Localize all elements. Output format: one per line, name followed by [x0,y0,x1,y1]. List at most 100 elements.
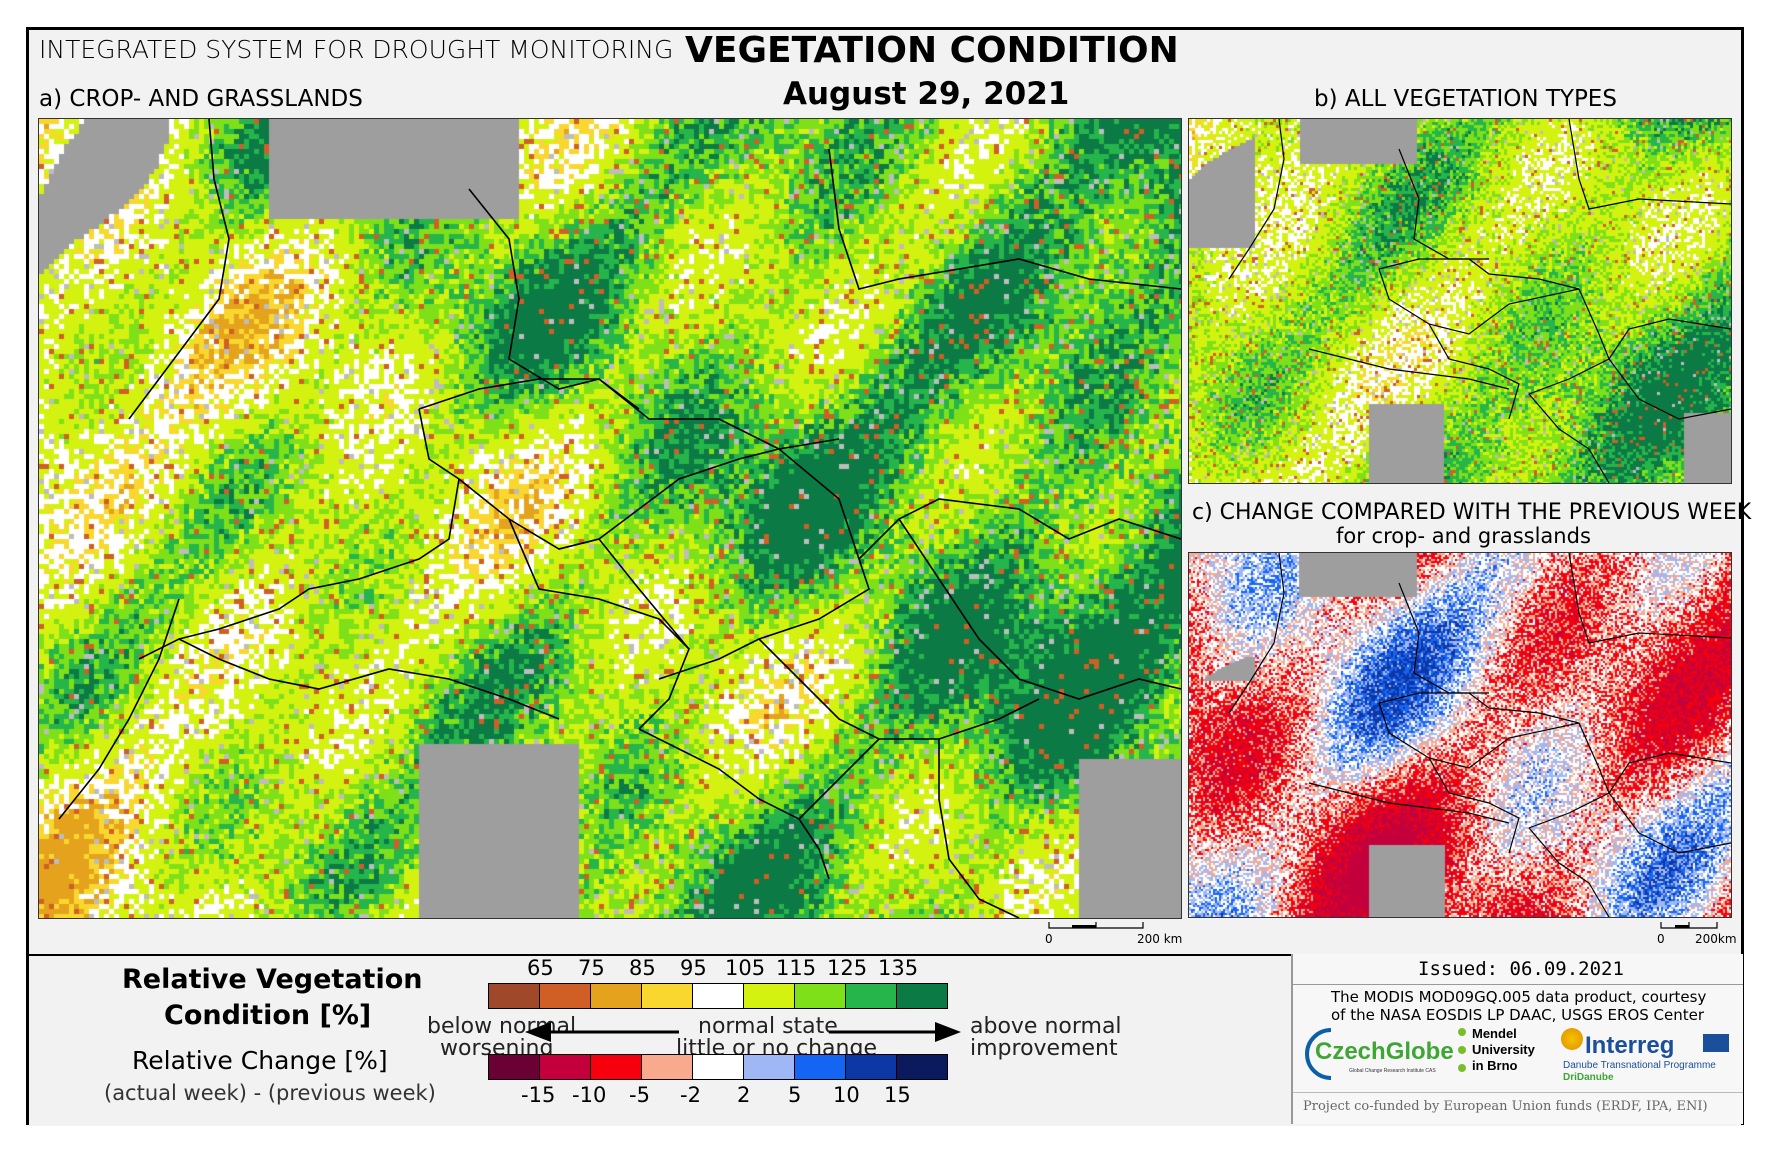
border-line [1528,827,1610,917]
border-line [1378,702,1580,769]
border-line [1608,792,1731,854]
scalebar-a: 0 200 km [1045,920,1182,950]
condition-swatch [896,983,948,1009]
czechglobe-logo: CzechGlobe Global Change Research Instit… [1301,1026,1454,1082]
change-tick-label: 10 [833,1083,860,1107]
change-swatch [794,1054,846,1080]
map-all-vegetation [1188,118,1732,484]
condition-swatch [590,983,642,1009]
border-line [1378,268,1580,335]
scalebar-a-distance: 200 km [1137,932,1183,946]
condition-swatch [743,983,795,1009]
legend-change-title: Relative Change [%] [132,1046,388,1075]
legend-condition-title-1: Relative Vegetation [122,964,423,995]
condition-swatch [539,983,591,1009]
interreg-name: Interreg [1585,1032,1675,1059]
border-line [858,498,1181,560]
eu-flag-icon [1703,1034,1729,1052]
condition-swatch [794,983,846,1009]
change-swatch [692,1054,744,1080]
mendel-logo: Mendel University in Brno [1458,1026,1553,1082]
change-swatch [743,1054,795,1080]
change-tick-label: 5 [788,1083,802,1107]
border-line [58,598,180,820]
condition-tick-label: 135 [878,956,919,980]
border-line [1308,348,1510,390]
condition-raster-a [39,119,1181,918]
condition-tick-label: 115 [776,956,817,980]
border-line [1228,119,1285,280]
scalebar-a-zero: 0 [1045,932,1053,946]
border-line [1608,752,1731,794]
country-borders-a [58,119,1181,918]
scalebar-c: 0 200km [1657,920,1737,950]
condition-tick-label: 75 [578,956,605,980]
legend-mid-top: normal state [698,1014,838,1039]
legend-left-top: below normal [427,1014,577,1039]
border-line [938,739,1020,918]
country-borders-b [1228,119,1731,483]
border-line [508,518,690,730]
border-line [1308,782,1510,824]
condition-tick-label: 85 [629,956,656,980]
change-tick-label: -2 [680,1083,701,1107]
map-crop-grasslands [38,118,1182,919]
system-title: INTEGRATED SYSTEM FOR DROUGHT MONITORING [39,35,674,64]
condition-tick-label: 65 [527,956,554,980]
map-weekly-change [1188,552,1732,918]
condition-tick-label: 105 [725,956,766,980]
mendel-line-3: in Brno [1472,1058,1518,1073]
condition-swatch [692,983,744,1009]
legend-change-formula: (actual week) - (previous week) [104,1081,436,1105]
border-line [1228,553,1285,714]
border-line [898,518,1181,700]
border-line [658,448,870,680]
right-arrow-icon [829,1022,961,1042]
change-swatch [539,1054,591,1080]
border-line [1568,553,1731,644]
change-swatch [641,1054,693,1080]
border-line [828,148,1181,290]
interreg-logo: Interreg Danube Transnational Programme … [1561,1028,1741,1088]
border-line [1528,288,1610,395]
panel-c-sublabel: for crop- and grasslands [1336,524,1591,548]
change-tick-label: -15 [521,1083,556,1107]
border-line [1378,258,1580,290]
left-arrow-icon [525,1022,679,1042]
border-line [1428,323,1520,420]
border-line [1528,722,1610,829]
border-line [418,408,780,550]
border-line [1378,692,1580,724]
funding-note: Project co-funded by European Union fund… [1303,1099,1708,1114]
border-line [1398,582,1489,694]
border-line [1428,757,1520,854]
change-tick-label: -10 [572,1083,607,1107]
country-borders-c [1228,553,1731,917]
interreg-sub-2: DriDanube [1563,1072,1614,1083]
source-line-2: of the NASA EOSDIS LP DAAC, USGS EROS Ce… [1331,1006,1705,1024]
panel-b-label: b) ALL VEGETATION TYPES [1314,86,1617,112]
border-line [798,738,880,820]
border-line [1568,119,1731,210]
interreg-sub-1: Danube Transnational Programme [1563,1060,1716,1071]
border-line [1528,393,1610,483]
change-tick-label: 2 [737,1083,751,1107]
issued-date: Issued: 06.09.2021 [1418,958,1624,980]
panel-c-label: c) CHANGE COMPARED WITH THE PREVIOUS WEE… [1192,500,1752,525]
border-line [1608,318,1731,360]
border-line [638,728,830,880]
border-line [1398,148,1489,260]
legend-condition-title-2: Condition [%] [164,1000,372,1031]
credits-panel: Issued: 06.09.2021 The MODIS MOD09GQ.005… [1291,954,1743,1124]
mendel-line-2: University [1472,1042,1535,1057]
czechglobe-name: CzechGlobe [1315,1038,1454,1065]
figure-frame: INTEGRATED SYSTEM FOR DROUGHT MONITORING… [26,27,1751,1126]
legend-right-bottom: improvement [970,1036,1118,1061]
figure-title: VEGETATION CONDITION [685,30,1179,71]
panel-a-label: a) CROP- AND GRASSLANDS [39,86,363,112]
source-line-1: The MODIS MOD09GQ.005 data product, cour… [1331,988,1707,1006]
condition-swatch [488,983,540,1009]
border-line [468,188,640,410]
change-tick-label: 15 [884,1083,911,1107]
figure-date: August 29, 2021 [783,76,1070,112]
